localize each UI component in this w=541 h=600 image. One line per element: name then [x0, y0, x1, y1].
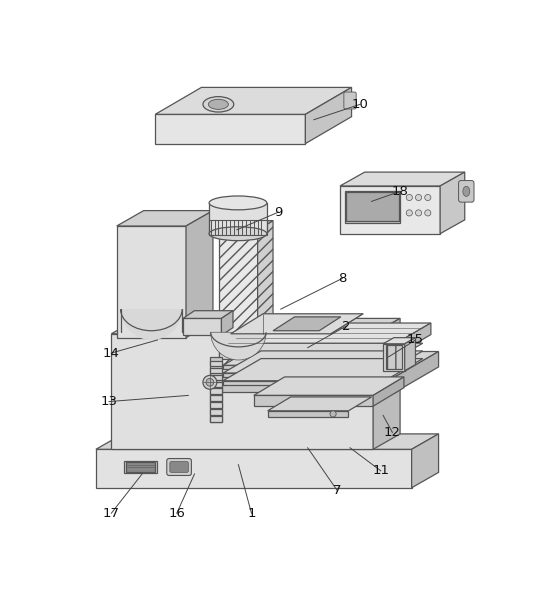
Text: 15: 15 — [407, 334, 424, 346]
Polygon shape — [219, 376, 396, 392]
Text: 7: 7 — [333, 484, 341, 497]
FancyBboxPatch shape — [344, 92, 356, 109]
Polygon shape — [412, 434, 439, 488]
Polygon shape — [373, 319, 400, 449]
FancyBboxPatch shape — [170, 461, 188, 472]
Bar — [210, 374, 222, 380]
Polygon shape — [183, 311, 233, 319]
Polygon shape — [440, 172, 465, 234]
Polygon shape — [111, 334, 373, 449]
Polygon shape — [340, 186, 440, 234]
Wedge shape — [210, 332, 266, 360]
Bar — [346, 192, 399, 221]
Circle shape — [425, 194, 431, 200]
Polygon shape — [219, 230, 258, 380]
Bar — [210, 368, 222, 373]
Polygon shape — [254, 395, 373, 406]
Polygon shape — [117, 226, 186, 338]
Polygon shape — [219, 323, 431, 347]
Polygon shape — [223, 359, 423, 381]
Polygon shape — [223, 365, 385, 369]
Text: 16: 16 — [168, 507, 185, 520]
Polygon shape — [268, 397, 372, 411]
Polygon shape — [223, 343, 423, 365]
Text: 9: 9 — [274, 206, 282, 218]
Circle shape — [406, 194, 412, 200]
Polygon shape — [219, 352, 439, 376]
Circle shape — [330, 411, 336, 417]
Text: 12: 12 — [384, 426, 401, 439]
Bar — [210, 409, 222, 415]
Circle shape — [415, 194, 421, 200]
Polygon shape — [268, 411, 348, 417]
Polygon shape — [117, 211, 213, 226]
Polygon shape — [223, 351, 423, 373]
Ellipse shape — [209, 196, 267, 210]
Circle shape — [425, 210, 431, 216]
Polygon shape — [254, 377, 404, 395]
Polygon shape — [223, 373, 385, 377]
Polygon shape — [373, 377, 404, 406]
Polygon shape — [383, 338, 415, 344]
Bar — [209, 220, 267, 235]
FancyBboxPatch shape — [167, 458, 192, 475]
Text: 8: 8 — [338, 272, 347, 285]
Bar — [210, 416, 222, 422]
Polygon shape — [183, 319, 221, 335]
Polygon shape — [155, 88, 352, 115]
Text: 17: 17 — [103, 507, 120, 520]
Bar — [210, 388, 222, 394]
Bar — [210, 382, 222, 387]
Polygon shape — [221, 311, 233, 335]
Polygon shape — [96, 434, 439, 449]
Text: 14: 14 — [103, 347, 120, 359]
Polygon shape — [388, 323, 431, 359]
Text: 11: 11 — [372, 464, 390, 478]
Text: 1: 1 — [247, 507, 256, 520]
Circle shape — [415, 210, 421, 216]
Ellipse shape — [203, 97, 234, 112]
Polygon shape — [155, 115, 305, 143]
Polygon shape — [210, 357, 222, 422]
Polygon shape — [186, 211, 213, 338]
Polygon shape — [383, 344, 405, 371]
Polygon shape — [96, 449, 412, 488]
FancyBboxPatch shape — [459, 181, 474, 202]
Text: 2: 2 — [342, 320, 351, 332]
Circle shape — [203, 376, 217, 389]
Bar — [124, 461, 157, 473]
Polygon shape — [219, 347, 388, 359]
Polygon shape — [258, 221, 273, 380]
Ellipse shape — [463, 187, 470, 196]
Ellipse shape — [209, 227, 267, 241]
Circle shape — [206, 379, 214, 386]
Bar — [345, 191, 400, 223]
Polygon shape — [273, 317, 341, 331]
Circle shape — [406, 210, 412, 216]
Polygon shape — [230, 314, 363, 334]
Text: 10: 10 — [352, 98, 368, 111]
Polygon shape — [386, 346, 401, 369]
Text: 13: 13 — [101, 395, 117, 408]
Polygon shape — [305, 88, 352, 143]
Polygon shape — [223, 381, 385, 385]
Wedge shape — [121, 309, 182, 340]
Bar — [209, 203, 267, 233]
Polygon shape — [340, 172, 465, 186]
Polygon shape — [396, 352, 439, 392]
Ellipse shape — [208, 100, 228, 109]
Bar — [210, 361, 222, 366]
Bar — [126, 463, 155, 472]
Polygon shape — [405, 338, 415, 371]
Polygon shape — [219, 221, 273, 230]
Polygon shape — [111, 319, 400, 334]
Bar — [210, 403, 222, 408]
Bar — [210, 395, 222, 401]
Text: 18: 18 — [392, 185, 408, 198]
